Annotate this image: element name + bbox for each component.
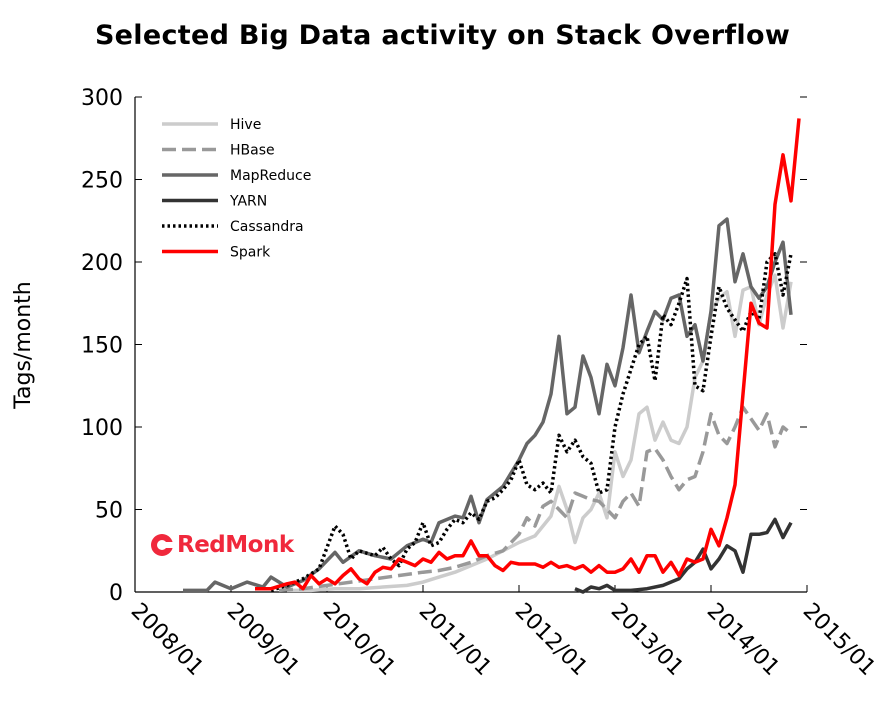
- y-tick-label: 300: [81, 86, 123, 111]
- x-tick-label: 2011/01: [414, 599, 496, 681]
- y-tick-label: 0: [109, 581, 123, 606]
- y-tick-label: 50: [95, 499, 123, 524]
- x-tick-label: 2008/01: [126, 599, 208, 681]
- series-line-cassandra: [270, 252, 793, 593]
- legend-label-hbase: HBase: [230, 143, 275, 159]
- y-tick-label: 200: [81, 251, 123, 276]
- series-layer: [183, 118, 801, 594]
- legend-label-hive: Hive: [230, 117, 261, 133]
- x-tick-label: 2009/01: [222, 599, 304, 681]
- series-line-spark: [255, 118, 801, 591]
- watermark-text: RedMonk: [177, 532, 294, 558]
- y-tick-label: 150: [81, 334, 123, 359]
- series-line-hive: [287, 273, 793, 593]
- series-line-hbase: [278, 405, 793, 593]
- legend-label-mapreduce: MapReduce: [230, 168, 311, 184]
- legend-label-cassandra: Cassandra: [230, 219, 304, 235]
- y-tick-label: 100: [81, 416, 123, 441]
- y-tick-label: 250: [81, 169, 123, 194]
- x-tick-label: 2015/01: [798, 599, 880, 681]
- legend: Hive HBase MapReduce YARN Cassandra Spark: [162, 117, 311, 261]
- series-line-yarn: [574, 517, 793, 594]
- legend-label-yarn: YARN: [229, 194, 267, 210]
- y-axis-label: Tags/month: [11, 281, 36, 410]
- legend-label-spark: Spark: [230, 245, 271, 261]
- chart-title: Selected Big Data activity on Stack Over…: [94, 20, 791, 51]
- series-line-mapreduce: [183, 217, 793, 593]
- redmonk-watermark: RedMonk: [150, 532, 294, 558]
- redmonk-logo-icon: [151, 534, 174, 556]
- x-tick-label: 2014/01: [702, 599, 784, 681]
- x-tick-label: 2012/01: [510, 599, 592, 681]
- x-tick-label: 2013/01: [606, 599, 688, 681]
- x-tick-label: 2010/01: [318, 599, 400, 681]
